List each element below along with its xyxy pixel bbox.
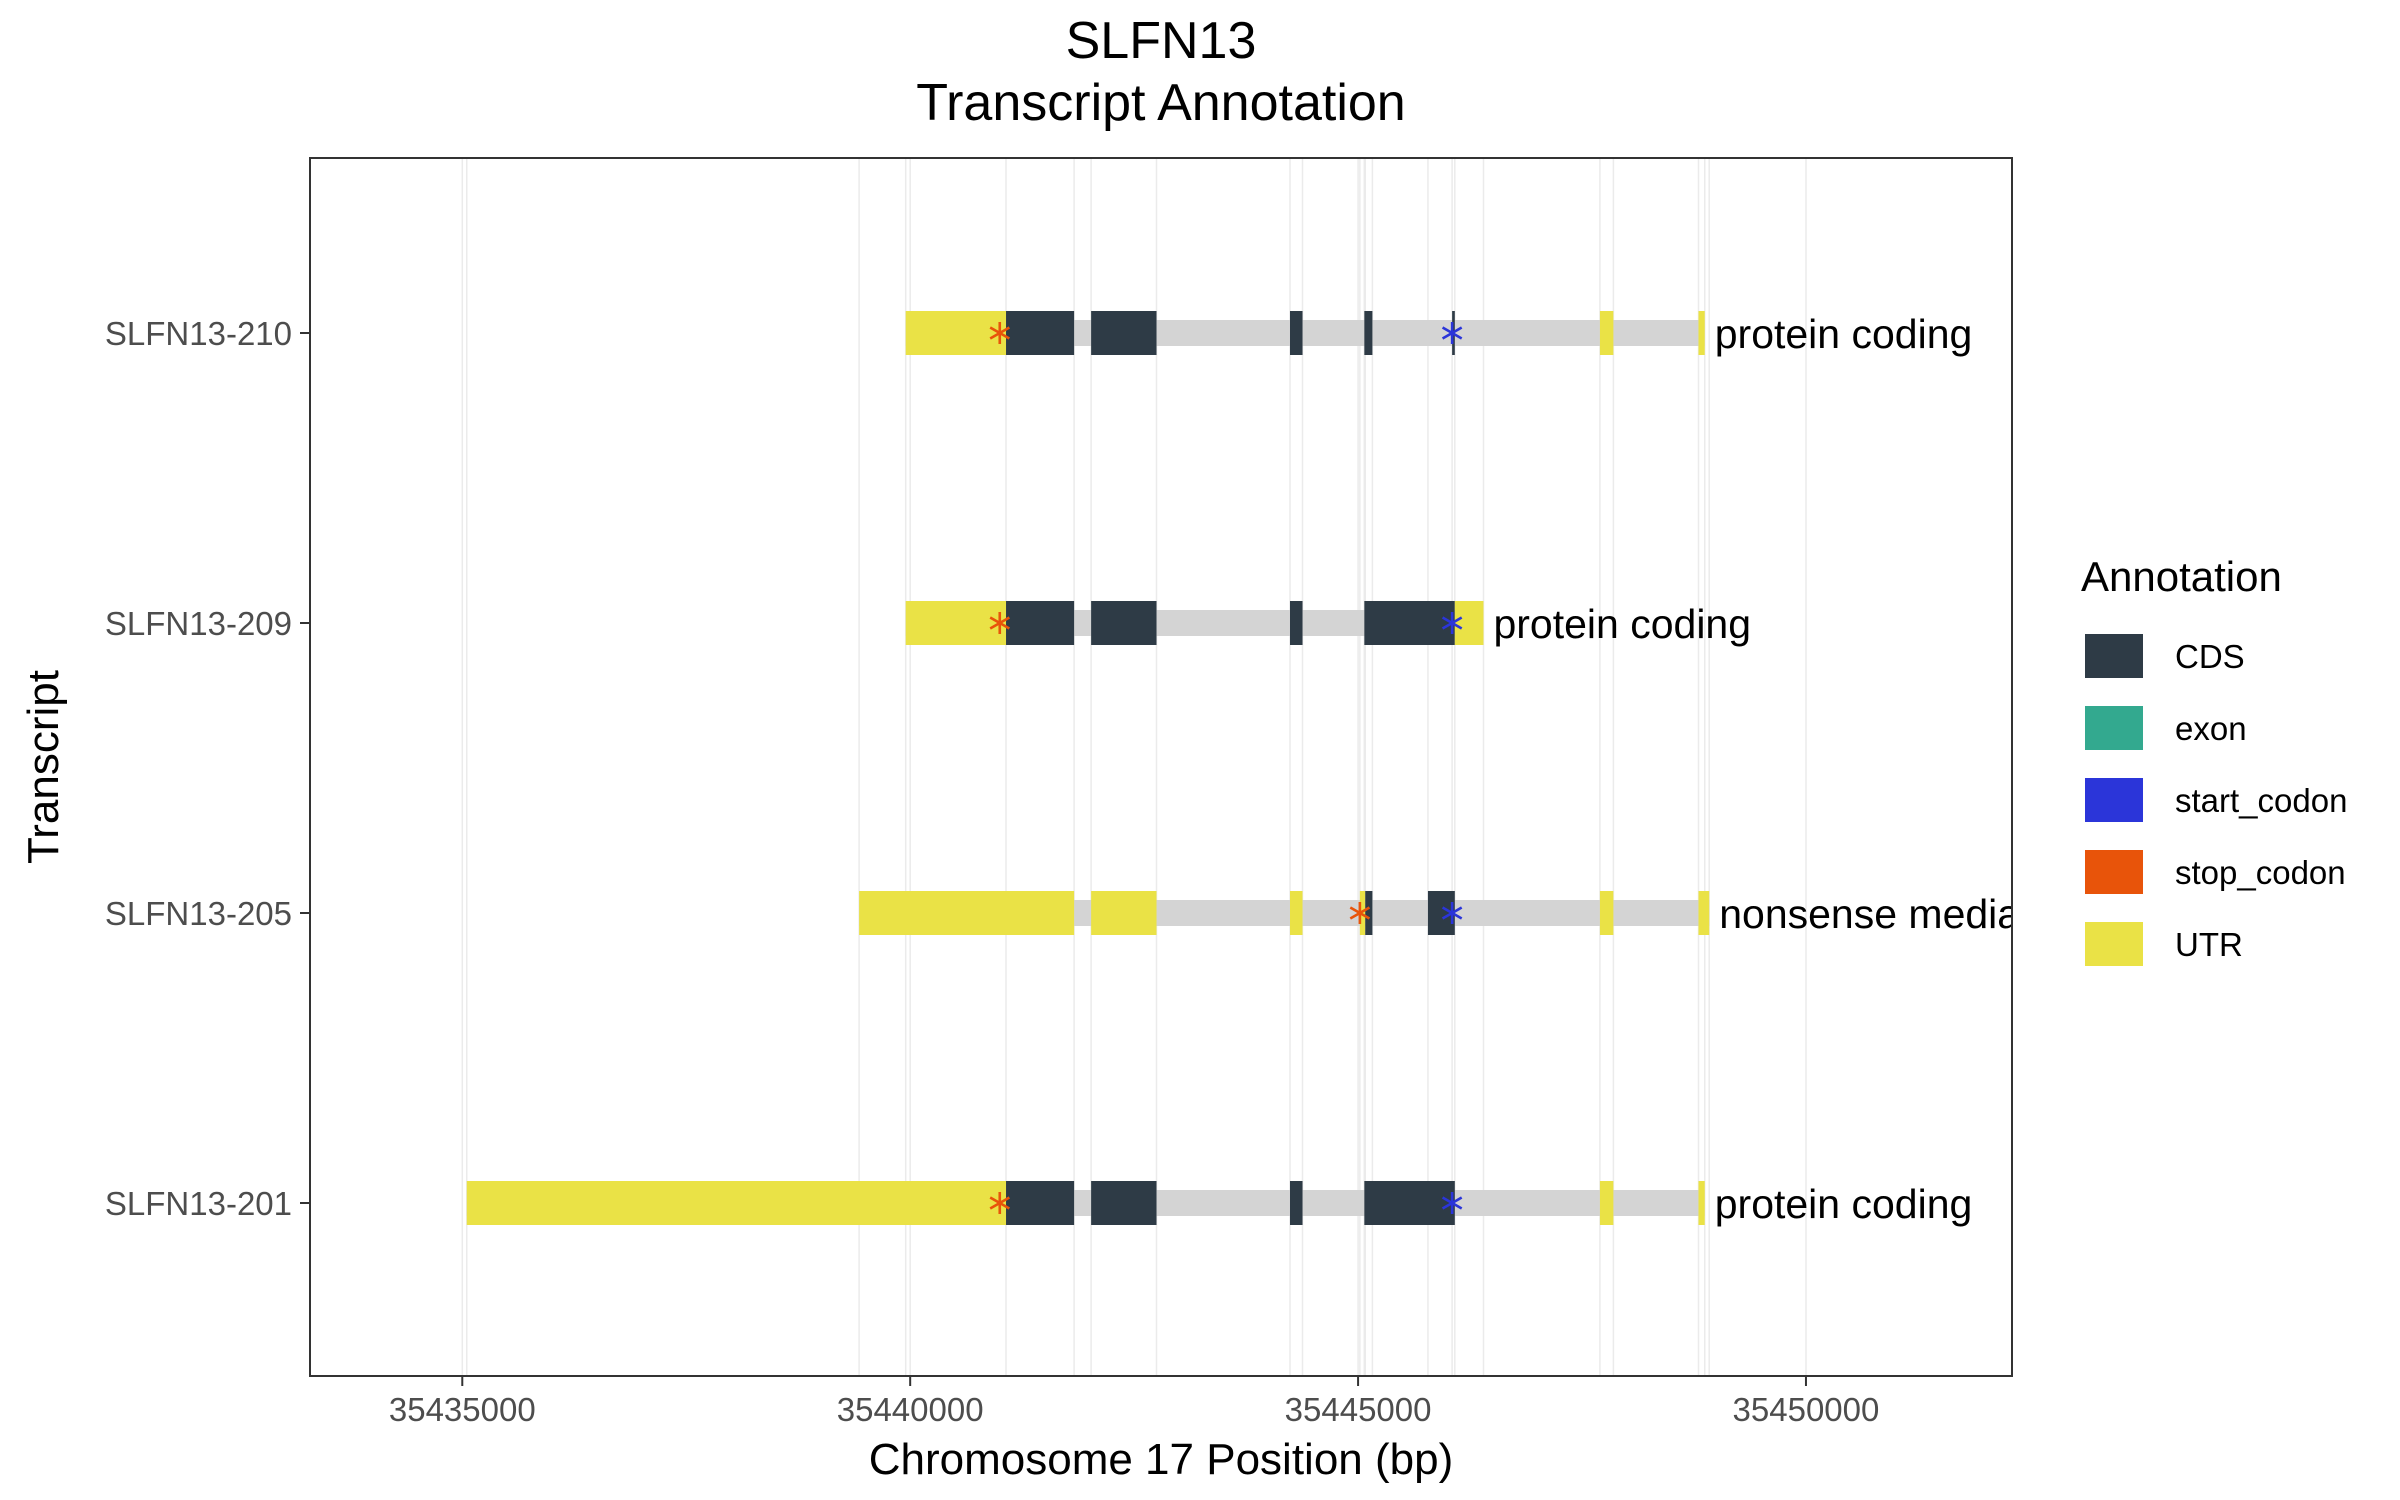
utr-block	[905, 311, 1007, 355]
legend-label-UTR: UTR	[2175, 926, 2243, 963]
x-axis-title: Chromosome 17 Position (bp)	[869, 1435, 1453, 1484]
cds-block	[1006, 601, 1075, 645]
utr-block	[859, 891, 1075, 935]
utr-block	[1091, 891, 1157, 935]
stop-codon-marker	[1349, 902, 1371, 924]
utr-block	[1599, 891, 1614, 935]
cds-block	[1091, 1181, 1157, 1225]
start-codon-marker	[1441, 1192, 1463, 1214]
chart-title-line-2: Transcript Annotation	[916, 74, 1405, 132]
cds-block	[1364, 601, 1455, 645]
cds-block	[1289, 601, 1303, 645]
legend-title: Annotation	[2081, 553, 2282, 600]
cds-block	[1365, 891, 1373, 935]
transcript-tracks: protein coding protein coding nonsense med…	[466, 311, 2198, 1227]
y-tick-label: SLFN13-210	[105, 315, 292, 352]
start-codon-marker	[1441, 902, 1463, 924]
cds-block	[1364, 311, 1373, 355]
legend-swatch-CDS	[2085, 634, 2143, 678]
utr-block	[1599, 311, 1614, 355]
x-tick-label: 35440000	[837, 1391, 984, 1428]
x-tick-label: 35450000	[1733, 1391, 1880, 1428]
x-axis: 35435000 35440000 35445000 35450000	[389, 1376, 1880, 1428]
x-tick-label: 35445000	[1285, 1391, 1432, 1428]
y-tick-label: SLFN13-209	[105, 605, 292, 642]
y-axis-title: Transcript	[19, 670, 68, 864]
transcript-SLFN13-210: protein coding	[905, 311, 1973, 357]
cds-block	[1364, 1181, 1455, 1225]
transcript-SLFN13-205: nonsense mediated decay	[859, 891, 2198, 937]
transcript-SLFN13-201: protein coding	[466, 1181, 1973, 1227]
cds-block	[1006, 1181, 1075, 1225]
biotype-label: protein coding	[1493, 601, 1751, 647]
x-tick-label: 35435000	[389, 1391, 536, 1428]
legend-label-exon: exon	[2175, 710, 2247, 747]
utr-block	[1698, 1181, 1705, 1225]
legend: Annotation CDS exon start_codon stop_codon U…	[2081, 553, 2347, 966]
y-tick-label: SLFN13-205	[105, 895, 292, 932]
chart-title-line-1: SLFN13	[1066, 12, 1257, 70]
stop-codon-marker	[989, 1192, 1010, 1214]
utr-block	[1599, 1181, 1614, 1225]
cds-block	[1006, 311, 1075, 355]
utr-block	[1454, 601, 1484, 645]
utr-block	[466, 1181, 1007, 1225]
biotype-label: nonsense mediated decay	[1719, 891, 2198, 937]
grid	[461, 158, 1807, 1376]
cds-block	[1289, 1181, 1303, 1225]
legend-swatch-start_codon	[2085, 778, 2143, 822]
stop-codon-marker	[989, 612, 1010, 634]
legend-label-start_codon: start_codon	[2175, 782, 2347, 819]
cds-block	[1091, 601, 1157, 645]
legend-swatch-exon	[2085, 706, 2143, 750]
utr-block	[905, 601, 1007, 645]
cds-block	[1289, 311, 1303, 355]
y-axis: SLFN13-210 SLFN13-209 SLFN13-205 SLFN13-201	[105, 315, 310, 1222]
utr-block	[1698, 311, 1705, 355]
transcript-SLFN13-209: protein coding	[905, 601, 1751, 647]
legend-swatch-UTR	[2085, 922, 2143, 966]
utr-block	[1698, 891, 1710, 935]
stop-codon-marker	[989, 322, 1010, 344]
y-tick-label: SLFN13-201	[105, 1185, 292, 1222]
chart-title: SLFN13 Transcript Annotation	[916, 12, 1405, 132]
start-codon-marker	[1441, 612, 1463, 634]
biotype-label: protein coding	[1715, 311, 1973, 357]
utr-block	[1289, 891, 1303, 935]
plot-panel	[310, 158, 2012, 1376]
legend-swatch-stop_codon	[2085, 850, 2143, 894]
biotype-label: protein coding	[1715, 1181, 1973, 1227]
plot-panel-border	[309, 157, 2013, 1377]
utr-block	[1359, 891, 1366, 935]
legend-label-CDS: CDS	[2175, 638, 2245, 675]
cds-block	[1091, 311, 1157, 355]
legend-label-stop_codon: stop_codon	[2175, 854, 2346, 891]
start-codon-marker	[1441, 322, 1463, 344]
